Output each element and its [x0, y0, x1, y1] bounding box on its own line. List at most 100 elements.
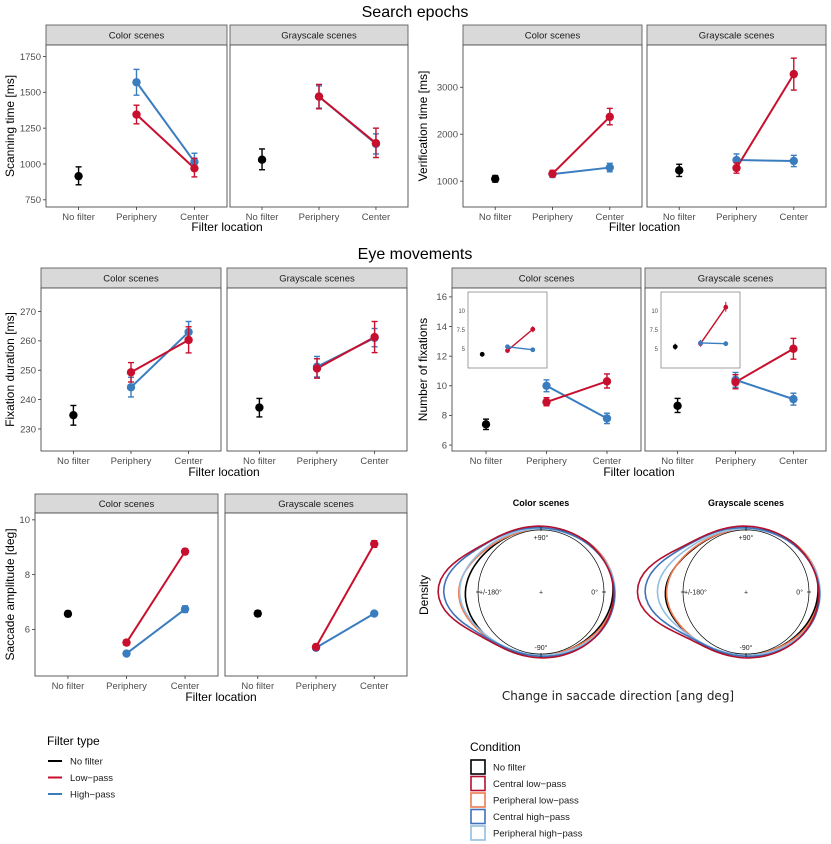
x-axis-title: Change in saccade direction [ang deg] — [502, 689, 734, 703]
x-tick-label: Center — [596, 212, 625, 223]
y-axis-title: Scanning time [ms] — [3, 75, 17, 177]
x-tick-label: Periphery — [532, 212, 573, 223]
angle-label-left: +/-180° — [684, 589, 707, 597]
density-curve-central-low-pass — [437, 525, 615, 659]
legend-label: Peripheral high−pass — [493, 829, 583, 840]
data-point-low_pass — [311, 642, 321, 652]
panel-border — [646, 44, 827, 208]
inset-point-low_pass — [723, 304, 729, 310]
y-axis-title: Density — [417, 575, 431, 615]
facet-strip-label: Color scenes — [519, 274, 575, 285]
inset-y-tick-label: 10 — [458, 309, 465, 315]
series-line-high_pass — [125, 608, 186, 655]
series-line-low_pass — [125, 551, 186, 644]
angle-label-bottom: -90° — [535, 644, 548, 652]
data-point-high_pass — [370, 609, 379, 618]
data-point-high_pass — [789, 394, 798, 404]
inset-series-line-high_pass — [700, 342, 726, 345]
angle-label-bottom: -90° — [740, 644, 753, 652]
facet-strip-label: Color scenes — [109, 31, 165, 42]
x-tick-label: Periphery — [116, 212, 157, 223]
inset-y-tick-label: 7.5 — [457, 328, 466, 334]
data-point-low_pass — [542, 397, 551, 407]
series-line-low_pass — [315, 543, 376, 648]
panel-border — [34, 512, 219, 677]
chart-fixation_duration: Fixation duration [ms] Filter location 230… — [3, 267, 408, 479]
facet-grayscale: Grayscale scenes No filter Periphery Center — [226, 267, 408, 467]
x-tick-label: Center — [171, 681, 200, 692]
facet-strip-label: Grayscale scenes — [698, 274, 774, 285]
polar-facet-grayscale: Grayscale scenes + +90° -90° +/-180° 0° — [636, 498, 821, 659]
facet-strip-label: Color scenes — [99, 499, 155, 510]
data-point-no_filter — [673, 401, 682, 411]
y-tick-label: 1750 — [20, 52, 41, 63]
legend-label: High−pass — [70, 790, 115, 801]
facet-grayscale: Grayscale scenes No filter Periphery Center… — [644, 267, 827, 467]
facet-color: Color scenes No filter Periphery Center — [34, 493, 219, 692]
data-point-low_pass — [605, 112, 614, 122]
data-point-no_filter — [74, 171, 83, 181]
x-tick-label: No filter — [470, 456, 503, 467]
facet-grayscale: Grayscale scenes No filter Periphery Center — [224, 493, 408, 692]
facet-color: Color scenes No filter Periphery Center 5 7.5… — [451, 267, 642, 467]
x-axis-title: Filter location — [191, 220, 262, 234]
angle-label-top: +90° — [534, 534, 549, 542]
y-axis-title: Verification time [ms] — [416, 71, 430, 182]
data-point-low_pass — [184, 335, 193, 345]
data-point-no_filter — [255, 403, 264, 412]
panel-border — [229, 44, 409, 208]
series-line-low_pass — [318, 95, 377, 144]
x-axis-title: Filter location — [185, 690, 256, 704]
facet-strip-label: Grayscale scenes — [281, 31, 357, 42]
x-tick-label: No filter — [246, 212, 279, 223]
facet-grayscale: Grayscale scenes No filter Periphery Center — [229, 24, 409, 223]
angle-label-right: 0° — [796, 589, 803, 597]
inset-point-high_pass — [698, 340, 703, 346]
data-point-low_pass — [602, 377, 612, 386]
y-axis-title: Fixation duration [ms] — [3, 312, 17, 427]
x-tick-label: Center — [174, 456, 203, 467]
data-point-no_filter — [253, 609, 262, 618]
x-tick-label: No filter — [661, 456, 694, 467]
data-point-high_pass — [542, 381, 551, 390]
data-point-low_pass — [789, 69, 798, 79]
polar-facet-color: Color scenes + +90° -90° +/-180° 0° — [437, 498, 616, 659]
data-point-low_pass — [789, 344, 798, 353]
data-point-low_pass — [548, 169, 557, 178]
series-line-high_pass — [315, 612, 375, 649]
series-line-high_pass — [135, 81, 196, 163]
angle-label-right: 0° — [591, 589, 598, 597]
legend-swatch-no-filter — [470, 759, 486, 775]
y-tick-label: 240 — [20, 395, 36, 406]
facet-strip-label: Grayscale scenes — [278, 499, 354, 510]
y-tick-label: 1500 — [20, 88, 41, 99]
section-title-search-epochs: Search epochs — [362, 4, 469, 21]
data-point-no_filter — [69, 410, 78, 420]
legend-swatch-central-high-pass — [470, 808, 486, 825]
x-tick-label: Periphery — [715, 456, 756, 467]
x-tick-label: Periphery — [299, 212, 340, 223]
x-tick-label: Periphery — [716, 212, 757, 223]
x-tick-label: No filter — [241, 681, 274, 692]
section-title-eye-movements: Eye movements — [358, 246, 473, 263]
inset-y-tick-label: 10 — [651, 309, 658, 315]
series-line-high_pass — [546, 384, 608, 420]
data-point-high_pass — [602, 414, 612, 423]
y-tick-label: 1250 — [20, 123, 41, 134]
x-tick-label: No filter — [479, 212, 512, 223]
series-line-low_pass — [551, 116, 611, 175]
x-tick-label: Center — [780, 212, 809, 223]
x-tick-label: Periphery — [111, 456, 152, 467]
facet-strip-label: Grayscale scenes — [699, 31, 775, 42]
inset-point-high_pass — [530, 347, 536, 353]
chart-num_fixations: Number of fixations Filter location 6 8 10 12… — [416, 267, 827, 479]
inset-y-tick-label: 5 — [655, 347, 659, 353]
series-line-high_pass — [736, 159, 794, 162]
inset-point-high_pass — [723, 341, 729, 347]
x-tick-label: Center — [360, 456, 389, 467]
x-axis-title: Filter location — [603, 465, 674, 479]
inset-point-no_filter — [479, 351, 485, 357]
y-tick-label: 750 — [25, 195, 41, 206]
polar-facet-title: Color scenes — [513, 498, 570, 508]
legend-swatch-central-low-pass — [470, 775, 486, 792]
